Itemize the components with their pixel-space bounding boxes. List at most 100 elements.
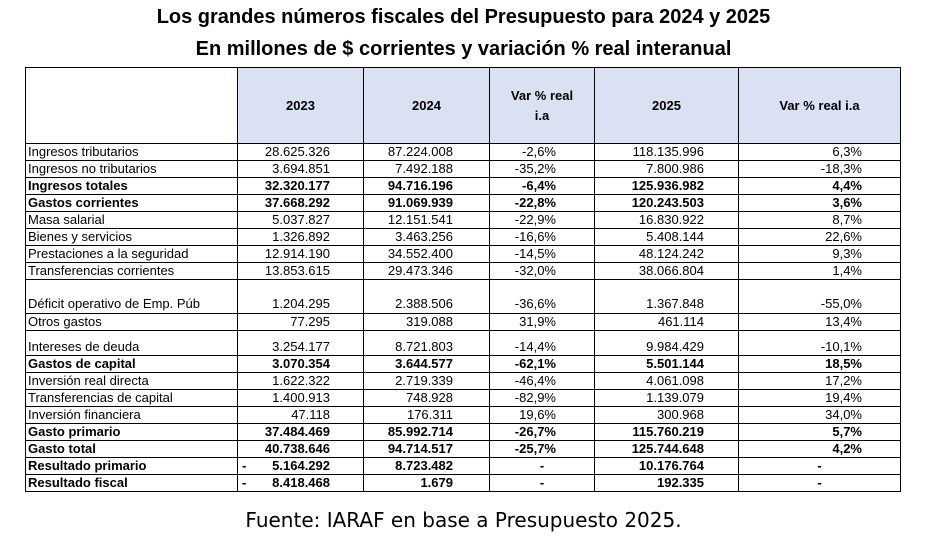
title-line-1: Los grandes números fiscales del Presupu…: [156, 6, 771, 28]
negative-sign: -: [242, 475, 247, 491]
cell-2025: 4.061.098: [594, 372, 739, 390]
row-label: Resultado primario: [25, 457, 238, 475]
cell-2025: 5.408.144: [594, 228, 739, 246]
cell-2024: 319.088: [363, 313, 490, 331]
cell-2024: 29.473.346: [363, 262, 490, 280]
row-label: Ingresos no tributarios: [25, 160, 238, 178]
cell-var-2025: -55,0%: [738, 279, 901, 314]
cell-2025: 118.135.996: [594, 143, 739, 161]
table-row: Intereses de deuda 3.254.177 8.721.803 -14,…: [25, 330, 901, 356]
value-2023: 5.164.292: [272, 458, 330, 474]
row-label: Transferencias corrientes: [25, 262, 238, 280]
cell-2023: 12.914.190: [237, 245, 364, 263]
value-2023: 3.694.851: [272, 161, 330, 177]
value-2023: 3.070.354: [272, 356, 330, 372]
cell-var-2024: -82,9%: [489, 389, 595, 407]
value-2023: 3.254.177: [272, 339, 330, 354]
cell-2025: 192.335: [594, 474, 739, 492]
table-row: Masa salarial 5.037.827 12.151.541 -22,9% 16…: [25, 211, 901, 229]
cell-2023: 37.484.469: [237, 423, 364, 441]
row-label: Inversión financiera: [25, 406, 238, 424]
cell-2023: 40.738.646: [237, 440, 364, 458]
cell-2024: 176.311: [363, 406, 490, 424]
cell-2023: 1.204.295: [237, 279, 364, 314]
cell-2023: 13.853.615: [237, 262, 364, 280]
value-2023: 12.914.190: [264, 246, 330, 262]
value-2023: 28.625.326: [264, 144, 330, 160]
cell-var-2025: 34,0%: [738, 406, 901, 424]
header-var-2025: Var % real i.a: [738, 67, 901, 144]
row-label: Masa salarial: [25, 211, 238, 229]
cell-2024: 7.492.188: [363, 160, 490, 178]
cell-2023: 77.295: [237, 313, 364, 331]
row-label: Otros gastos: [25, 313, 238, 331]
cell-var-2025: 19,4%: [738, 389, 901, 407]
cell-2023: 37.668.292: [237, 194, 364, 212]
cell-2024: 12.151.541: [363, 211, 490, 229]
row-label: Intereses de deuda: [25, 330, 238, 356]
table-row: Bienes y servicios 1.326.892 3.463.256 -16,…: [25, 228, 901, 246]
cell-2024: 748.928: [363, 389, 490, 407]
cell-var-2024: -46,4%: [489, 372, 595, 390]
cell-2025: 9.984.429: [594, 330, 739, 356]
value-2023: 5.037.827: [272, 212, 330, 228]
cell-2024: 87.224.008: [363, 143, 490, 161]
row-label: Déficit operativo de Emp. Púb: [25, 279, 238, 314]
cell-2023: 3.070.354: [237, 355, 364, 373]
cell-var-2025: -10,1%: [738, 330, 901, 356]
cell-2023: 3.254.177: [237, 330, 364, 356]
cell-var-2024: -25,7%: [489, 440, 595, 458]
cell-2024: 2.388.506: [363, 279, 490, 314]
row-label: Inversión real directa: [25, 372, 238, 390]
table-row: Gasto total 40.738.646 94.714.517 -25,7% 125…: [25, 440, 901, 458]
cell-2025: 1.139.079: [594, 389, 739, 407]
cell-var-2025: 9,3%: [738, 245, 901, 263]
table-row: Gastos de capital 3.070.354 3.644.577 -62,1…: [25, 355, 901, 373]
cell-2023: 1.326.892: [237, 228, 364, 246]
cell-var-2025: -18,3%: [738, 160, 901, 178]
row-label: Gastos corrientes: [25, 194, 238, 212]
table-row: Transferencias de capital 1.400.913 748.92…: [25, 389, 901, 407]
title-line-2: En millones de $ corrientes y variación …: [195, 38, 732, 60]
row-label: Resultado fiscal: [25, 474, 238, 492]
cell-2024: 1.679: [363, 474, 490, 492]
cell-var-2025: 6,3%: [738, 143, 901, 161]
cell-2024: 94.714.517: [363, 440, 490, 458]
table-row: Ingresos totales 32.320.177 94.716.196 -6,4…: [25, 177, 901, 195]
row-label: Gasto primario: [25, 423, 238, 441]
cell-2025: 461.114: [594, 313, 739, 331]
fiscal-table: 2023 2024 Var % real i.a 2025 Var % real…: [25, 67, 901, 492]
header-var-2024: Var % real i.a: [489, 67, 595, 144]
cell-2024: 3.644.577: [363, 355, 490, 373]
cell-var-2024: -16,6%: [489, 228, 595, 246]
cell-2024: 85.992.714: [363, 423, 490, 441]
value-2023: 1.622.322: [272, 373, 330, 389]
cell-2025: 115.760.219: [594, 423, 739, 441]
value-2023: 77.295: [290, 314, 330, 330]
row-label: Gasto total: [25, 440, 238, 458]
negative-sign: -: [242, 458, 247, 474]
header-2025: 2025: [594, 67, 739, 144]
cell-2024: 8.723.482: [363, 457, 490, 475]
cell-2023: - 8.418.468: [237, 474, 364, 492]
value-2023: 8.418.468: [272, 475, 330, 491]
cell-var-2025: 1,4%: [738, 262, 901, 280]
value-2023: 1.400.913: [272, 390, 330, 406]
cell-2025: 7.800.986: [594, 160, 739, 178]
cell-var-2024: -14,5%: [489, 245, 595, 263]
cell-var-2024: -6,4%: [489, 177, 595, 195]
cell-2025: 300.968: [594, 406, 739, 424]
cell-2025: 1.367.848: [594, 279, 739, 314]
header-2024: 2024: [363, 67, 490, 144]
value-2023: 37.484.469: [264, 424, 330, 440]
cell-2023: 1.400.913: [237, 389, 364, 407]
cell-2023: 1.622.322: [237, 372, 364, 390]
value-2023: 47.118: [291, 407, 330, 423]
cell-var-2024: -22,9%: [489, 211, 595, 229]
cell-var-2024: -14,4%: [489, 330, 595, 356]
table-row: Déficit operativo de Emp. Púb 1.204.295 2.…: [25, 279, 901, 314]
cell-2024: 2.719.339: [363, 372, 490, 390]
cell-var-2025: 18,5%: [738, 355, 901, 373]
cell-var-2024: -22,8%: [489, 194, 595, 212]
value-2023: 13.853.615: [264, 263, 330, 279]
